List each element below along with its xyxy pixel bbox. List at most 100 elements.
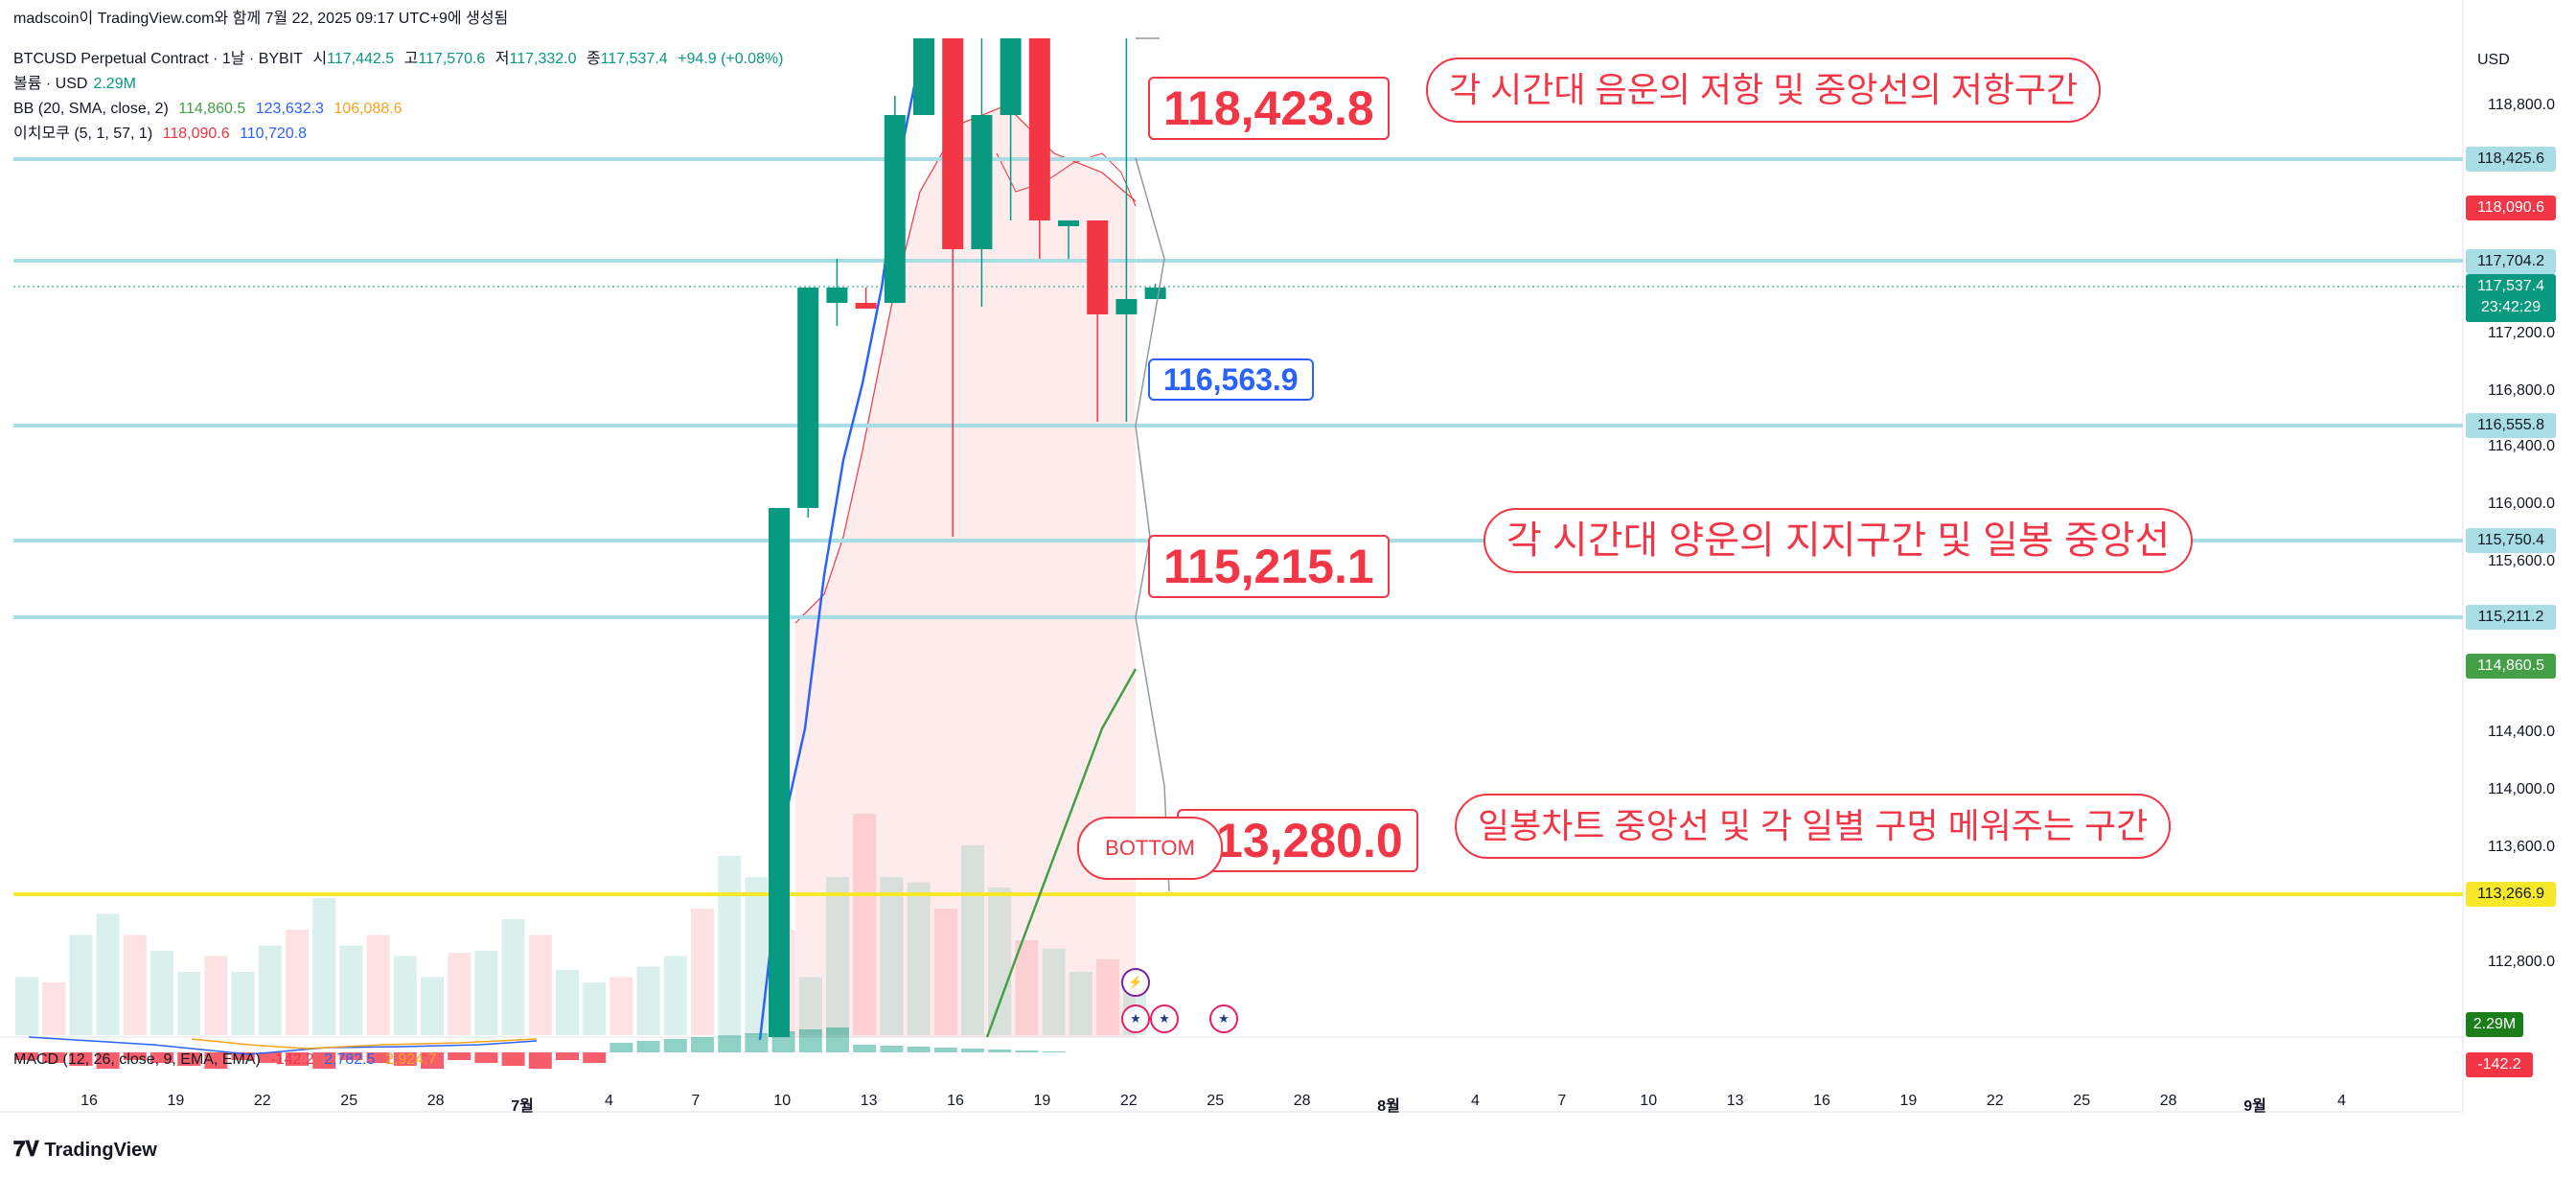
- macd-hist-bar: [880, 1046, 904, 1052]
- bb-up-value: 123,632.3: [255, 101, 324, 117]
- macd-hist-bar: [1042, 1051, 1066, 1052]
- ichimoku-line: [996, 152, 1137, 207]
- time-tick: 13: [860, 1093, 878, 1109]
- tradingview-logo[interactable]: 𝟕𝐕 TradingView: [13, 1137, 157, 1161]
- volume-bar: [286, 930, 309, 1035]
- ichimoku-cloud: [795, 105, 1136, 1037]
- symbol-legend[interactable]: BTCUSD Perpetual Contract · 1날 · BYBIT 시…: [13, 51, 784, 67]
- ichimoku-a-value: 118,090.6: [162, 126, 230, 142]
- volume-bar: [96, 913, 120, 1035]
- time-tick: 28: [426, 1093, 445, 1109]
- time-tick: 8월: [1377, 1098, 1400, 1115]
- macd-hist-bar: [421, 1052, 444, 1069]
- chart-caption: madscoin이 TradingView.com와 함께 7월 22, 202…: [13, 11, 509, 27]
- candle-body: [1144, 288, 1166, 299]
- tag-113266: 113,266.9: [2466, 882, 2556, 907]
- volume-bar: [1015, 940, 1039, 1035]
- candle-body: [1087, 220, 1109, 314]
- volume-value: 2.29M: [93, 76, 136, 92]
- volume-bar: [988, 888, 1012, 1035]
- time-tick: 10: [1640, 1093, 1658, 1109]
- tag-117704: 117,704.2: [2466, 249, 2556, 274]
- tag-volume: 2.29M: [2466, 1012, 2523, 1037]
- currency-label[interactable]: USD: [2477, 52, 2510, 68]
- price-tick: 112,800.0: [2488, 954, 2555, 970]
- time-tick: 19: [1899, 1093, 1918, 1109]
- volume-bar: [583, 982, 607, 1035]
- high-value: 117,570.6: [418, 51, 486, 67]
- macd-legend[interactable]: MACD (12, 26, close, 9, EMA, EMA) -142.2…: [13, 1051, 437, 1068]
- macd-hist-bar: [636, 1041, 660, 1052]
- macd-hist-bar: [177, 1052, 201, 1066]
- volume-legend[interactable]: 볼륨 · USD 2.29M: [13, 76, 136, 92]
- note-resistance[interactable]: 각 시간대 음운의 저항 및 중앙선의 저항구간: [1426, 58, 2102, 123]
- time-tick: 22: [1119, 1093, 1138, 1109]
- bb-mid-line: [985, 668, 1138, 1038]
- tag-115211: 115,211.2: [2466, 605, 2556, 630]
- last-price: 117,537.4: [2477, 278, 2544, 294]
- tag-115750: 115,750.4: [2466, 528, 2556, 553]
- time-tick: 16: [80, 1093, 98, 1109]
- candle-body: [942, 38, 964, 249]
- volume-bar: [1096, 958, 1119, 1035]
- tag-118425: 118,425.6: [2466, 147, 2556, 172]
- candle-body: [1028, 38, 1050, 220]
- callout-115215[interactable]: 115,215.1: [1148, 535, 1390, 598]
- macd-signal-value: 2,924.7: [384, 1051, 437, 1068]
- macd-hist-bar: [826, 1027, 849, 1052]
- us-flag-icon[interactable]: ★: [1121, 1004, 1150, 1033]
- time-tick: 16: [947, 1093, 964, 1109]
- price-tick: 116,800.0: [2488, 382, 2555, 399]
- volume-bar: [150, 951, 173, 1035]
- bottom-label[interactable]: BOTTOM: [1077, 817, 1223, 880]
- macd-hist-bar: [312, 1052, 336, 1069]
- candle-body: [855, 303, 877, 309]
- time-tick: 10: [773, 1093, 792, 1109]
- time-tick: 25: [1207, 1093, 1225, 1109]
- callout-116563[interactable]: 116,563.9: [1148, 358, 1314, 401]
- volume-bar: [366, 935, 390, 1035]
- time-tick: 4: [1470, 1093, 1480, 1109]
- lightning-icon[interactable]: ⚡: [1121, 968, 1150, 997]
- macd-hist-bar: [366, 1052, 390, 1063]
- volume-bar: [1069, 972, 1092, 1035]
- candle-body: [971, 115, 993, 249]
- price-tick: 116,000.0: [2488, 496, 2555, 512]
- callout-118423[interactable]: 118,423.8: [1148, 77, 1390, 140]
- last-price-tag: 117,537.4 23:42:29: [2466, 274, 2556, 322]
- volume-bar: [691, 909, 714, 1035]
- bb-low-value: 106,088.6: [334, 101, 402, 117]
- tag-macd: -142.2: [2466, 1052, 2533, 1077]
- macd-hist-bar: [933, 1048, 957, 1052]
- macd-hist-bar: [123, 1052, 147, 1060]
- macd-hist-bar: [42, 1052, 66, 1063]
- bb-mid-value: 114,860.5: [178, 101, 246, 117]
- macd-hist-bar: [15, 1052, 38, 1060]
- tag-ichimoku: 118,090.6: [2466, 196, 2556, 220]
- macd-hist-bar: [556, 1052, 579, 1060]
- macd-hist-bar: [258, 1052, 282, 1063]
- time-tick: 25: [2073, 1093, 2091, 1109]
- volume-bar: [204, 956, 228, 1035]
- time-tick: 7: [1557, 1093, 1567, 1109]
- time-tick: 19: [167, 1093, 185, 1109]
- volume-bar: [798, 977, 822, 1035]
- note-gap[interactable]: 일봉차트 중앙선 및 각 일별 구멍 메워주는 구간: [1455, 794, 2172, 859]
- note-support[interactable]: 각 시간대 양운의 지지구간 및 일봉 중앙선: [1484, 508, 2194, 573]
- price-tick: 114,400.0: [2488, 724, 2555, 740]
- macd-hist-bar: [798, 1029, 822, 1052]
- candle-body: [1000, 38, 1022, 115]
- macd-hist-bar: [150, 1052, 173, 1063]
- macd-hist-bar: [286, 1052, 309, 1066]
- us-flag-icon[interactable]: ★: [1150, 1004, 1179, 1033]
- volume-bar: [42, 982, 66, 1035]
- close-value: 117,537.4: [600, 51, 668, 67]
- bb-legend[interactable]: BB (20, SMA, close, 2) 114,860.5 123,632…: [13, 101, 402, 117]
- us-flag-icon[interactable]: ★: [1209, 1004, 1238, 1033]
- macd-hist-bar: [745, 1033, 769, 1052]
- volume-bar: [907, 882, 931, 1035]
- volume-bar: [636, 966, 660, 1035]
- ichimoku-legend[interactable]: 이치모쿠 (5, 1, 57, 1) 118,090.6 110,720.8: [13, 126, 308, 142]
- countdown: 23:42:29: [2480, 299, 2542, 315]
